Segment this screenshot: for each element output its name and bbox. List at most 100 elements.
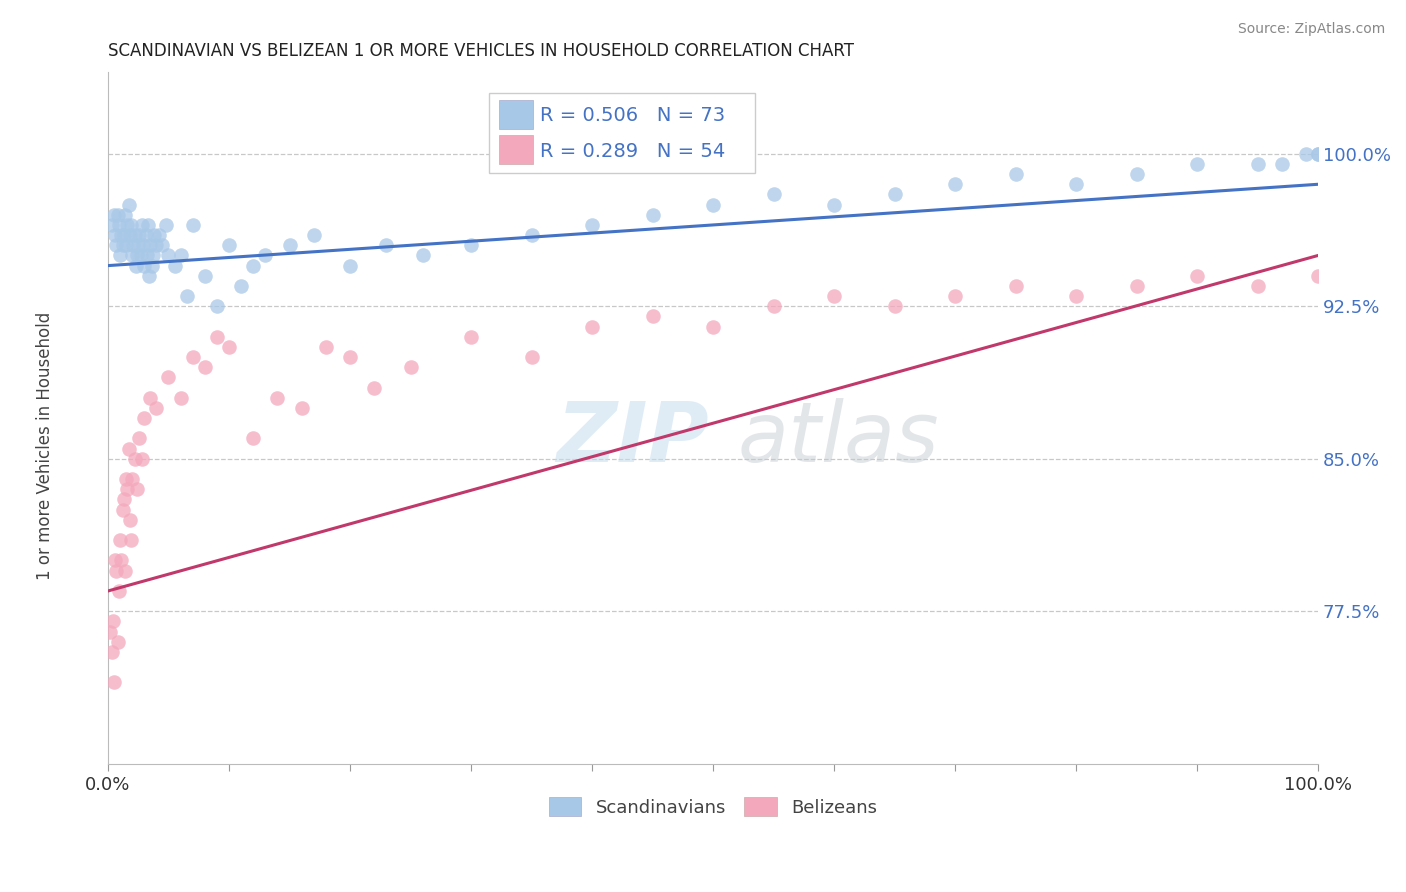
Point bbox=[104, 228, 127, 243]
Point bbox=[883, 299, 905, 313]
Point bbox=[762, 299, 785, 313]
FancyBboxPatch shape bbox=[489, 93, 755, 173]
Point bbox=[132, 238, 155, 252]
Point bbox=[194, 268, 217, 283]
Point bbox=[412, 248, 434, 262]
Point bbox=[460, 330, 482, 344]
Point bbox=[115, 472, 138, 486]
Point bbox=[134, 411, 156, 425]
Point bbox=[100, 645, 122, 659]
Point bbox=[134, 259, 156, 273]
Point bbox=[1308, 146, 1330, 161]
Point bbox=[120, 533, 142, 548]
Point bbox=[291, 401, 314, 415]
Point bbox=[266, 391, 288, 405]
Point bbox=[111, 238, 134, 252]
Point bbox=[157, 248, 180, 262]
Point bbox=[1004, 279, 1026, 293]
Point bbox=[124, 451, 146, 466]
Point bbox=[1125, 167, 1147, 181]
Point bbox=[143, 228, 166, 243]
Point bbox=[823, 197, 845, 211]
Point bbox=[339, 350, 361, 364]
Text: SCANDINAVIAN VS BELIZEAN 1 OR MORE VEHICLES IN HOUSEHOLD CORRELATION CHART: SCANDINAVIAN VS BELIZEAN 1 OR MORE VEHIC… bbox=[108, 42, 853, 60]
Point bbox=[111, 502, 134, 516]
Point bbox=[100, 624, 122, 639]
Point bbox=[169, 391, 191, 405]
Text: R = 0.506   N = 73: R = 0.506 N = 73 bbox=[540, 106, 725, 126]
Point bbox=[375, 238, 398, 252]
Point bbox=[520, 228, 543, 243]
Point bbox=[1295, 146, 1317, 161]
Point bbox=[110, 228, 132, 243]
Point bbox=[112, 228, 135, 243]
Point bbox=[114, 208, 136, 222]
Point bbox=[122, 238, 145, 252]
Point bbox=[131, 451, 153, 466]
Text: 1 or more Vehicles in Household: 1 or more Vehicles in Household bbox=[37, 312, 53, 580]
Point bbox=[117, 483, 139, 497]
Point bbox=[702, 197, 724, 211]
Text: R = 0.289   N = 54: R = 0.289 N = 54 bbox=[540, 142, 725, 161]
Point bbox=[163, 259, 186, 273]
Point bbox=[278, 238, 301, 252]
Text: ZIP: ZIP bbox=[555, 399, 709, 479]
Point bbox=[139, 391, 162, 405]
Point bbox=[128, 228, 150, 243]
Point bbox=[581, 319, 603, 334]
Point bbox=[883, 187, 905, 202]
FancyBboxPatch shape bbox=[499, 136, 533, 164]
Point bbox=[103, 675, 125, 690]
Point bbox=[581, 218, 603, 232]
Point bbox=[118, 513, 141, 527]
Point bbox=[138, 268, 160, 283]
Point bbox=[118, 228, 141, 243]
Point bbox=[129, 248, 152, 262]
Point bbox=[103, 208, 125, 222]
Point bbox=[1246, 157, 1268, 171]
Point bbox=[131, 218, 153, 232]
Point bbox=[181, 350, 204, 364]
Point bbox=[117, 442, 139, 456]
Point bbox=[169, 248, 191, 262]
Point bbox=[110, 553, 132, 567]
Point bbox=[460, 238, 482, 252]
Point bbox=[139, 238, 162, 252]
Point bbox=[121, 248, 143, 262]
Point bbox=[152, 238, 174, 252]
Point bbox=[1185, 268, 1208, 283]
Point bbox=[229, 279, 252, 293]
Point bbox=[105, 238, 128, 252]
Point bbox=[315, 340, 337, 354]
Point bbox=[242, 432, 264, 446]
Point bbox=[205, 330, 228, 344]
Point bbox=[218, 238, 240, 252]
Point bbox=[108, 218, 131, 232]
Point bbox=[120, 218, 142, 232]
Point bbox=[112, 492, 135, 507]
Point bbox=[641, 208, 664, 222]
Point bbox=[1308, 268, 1330, 283]
Point bbox=[943, 178, 966, 192]
Legend: Scandinavians, Belizeans: Scandinavians, Belizeans bbox=[541, 790, 884, 824]
Point bbox=[127, 238, 149, 252]
Point bbox=[302, 228, 325, 243]
Point bbox=[218, 340, 240, 354]
Point bbox=[134, 228, 156, 243]
Point bbox=[125, 483, 148, 497]
Point bbox=[1064, 178, 1087, 192]
Point bbox=[121, 472, 143, 486]
Point bbox=[107, 635, 129, 649]
Point bbox=[136, 218, 159, 232]
Point bbox=[194, 360, 217, 375]
Point bbox=[1185, 157, 1208, 171]
Point bbox=[145, 238, 167, 252]
Point bbox=[155, 218, 177, 232]
Point bbox=[125, 248, 148, 262]
Point bbox=[176, 289, 198, 303]
Point bbox=[520, 350, 543, 364]
Point bbox=[181, 218, 204, 232]
Point bbox=[145, 401, 167, 415]
Point bbox=[114, 564, 136, 578]
Point bbox=[339, 259, 361, 273]
